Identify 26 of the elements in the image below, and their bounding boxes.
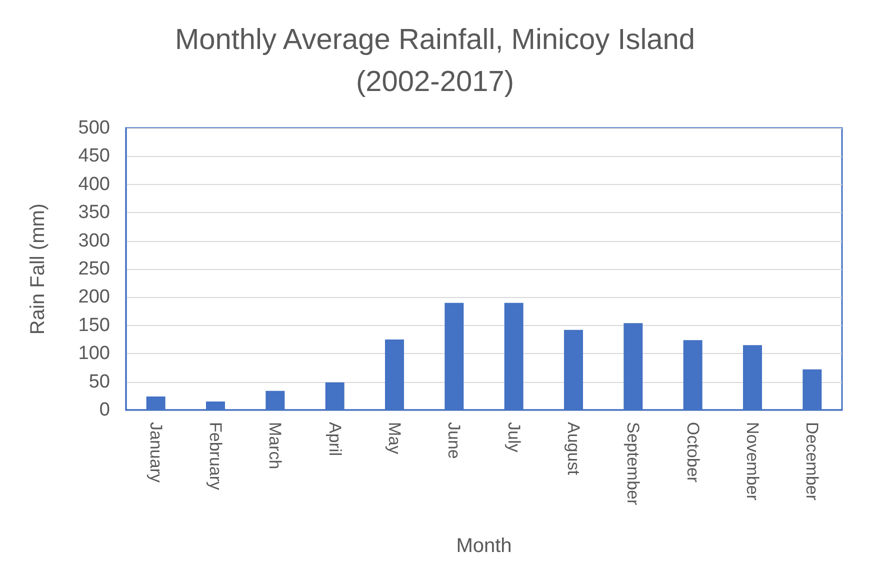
x-tick-label: May bbox=[385, 422, 404, 455]
y-tick-label: 500 bbox=[78, 118, 110, 138]
y-tick-label: 400 bbox=[78, 174, 110, 195]
x-tick-label: December bbox=[802, 422, 822, 501]
y-tick-label: 250 bbox=[78, 258, 110, 280]
chart-title: Monthly Average Rainfall, Minicoy Island (2002-2017) bbox=[174, 24, 696, 98]
y-tick-label: 350 bbox=[78, 202, 110, 224]
x-tick-label: April bbox=[325, 422, 344, 456]
y-tick-label: 300 bbox=[78, 230, 110, 252]
x-tick-label: March bbox=[266, 422, 285, 470]
x-tick-label: September bbox=[624, 422, 643, 506]
x-tick-label: January bbox=[146, 422, 166, 483]
y-tick-label: 200 bbox=[78, 286, 110, 308]
x-axis-title: Month bbox=[456, 535, 512, 557]
x-tick-label: February bbox=[206, 422, 225, 491]
x-tick-label: November bbox=[743, 422, 762, 501]
y-tick-label: 150 bbox=[78, 314, 110, 336]
y-tick-label: 50 bbox=[88, 371, 110, 392]
y-tick-label: 450 bbox=[78, 146, 110, 167]
x-tick-label: July bbox=[504, 422, 524, 453]
y-axis-title: Rain Fall (mm) bbox=[27, 203, 49, 335]
x-tick-label: October bbox=[683, 422, 702, 483]
y-tick-label: 0 bbox=[99, 400, 110, 420]
y-tick-label: 100 bbox=[78, 343, 110, 364]
x-tick-label: June bbox=[444, 422, 464, 459]
x-tick-label: August bbox=[564, 422, 583, 476]
